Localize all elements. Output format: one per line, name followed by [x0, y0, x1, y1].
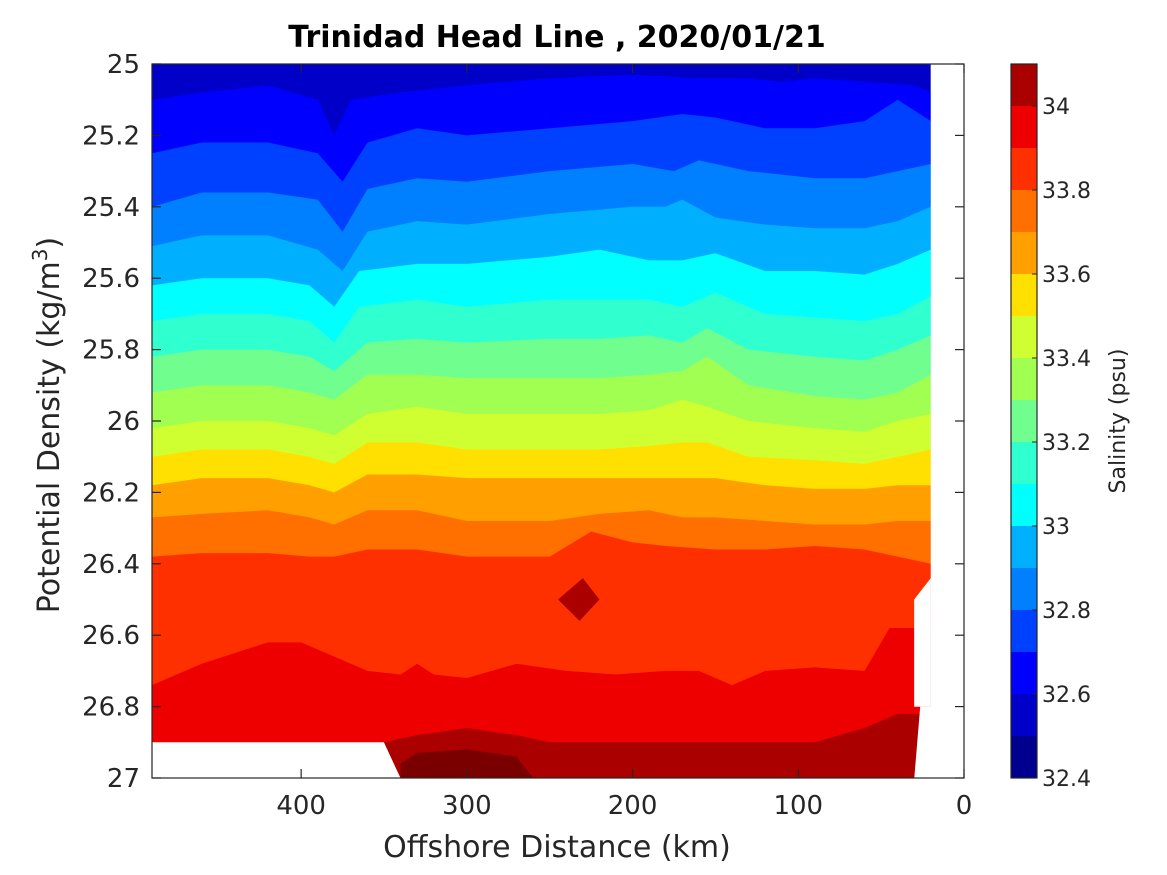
colorbar-tick-label: 32.8: [1042, 599, 1091, 624]
chart-title: Trinidad Head Line , 2020/01/21: [288, 20, 825, 55]
y-tick-label: 25.2: [82, 121, 140, 151]
y-tick-label: 25.6: [82, 264, 140, 294]
contour-fill: [152, 64, 964, 778]
y-tick-label: 26.2: [82, 478, 140, 508]
colorbar-swatch: [1011, 568, 1037, 610]
contour-blob: [558, 578, 600, 621]
colorbar-swatch: [1011, 274, 1037, 316]
colorbar-swatch: [1011, 190, 1037, 232]
y-tick-label: 26.4: [82, 550, 140, 580]
colorbar-swatch: [1011, 484, 1037, 526]
y-tick-label: 26.6: [82, 621, 140, 651]
y-tick-label: 27: [107, 764, 140, 794]
x-tick-label: 300: [442, 791, 492, 821]
colorbar-tick-label: 33.4: [1042, 347, 1091, 372]
colorbar-label: Salinity (psu): [1106, 349, 1131, 494]
colorbar-tick-label: 33: [1042, 515, 1070, 540]
colorbar-swatch: [1011, 148, 1037, 190]
contour-band: [400, 749, 534, 778]
colorbar-tick-label: 32.4: [1042, 767, 1091, 792]
x-tick-label: 0: [956, 791, 973, 821]
y-axis-label-main: Potential Density (kg/m: [32, 261, 67, 613]
y-tick-label: 25.4: [82, 193, 140, 223]
y-tick-label: 25.8: [82, 336, 140, 366]
y-axis: 25 25.2 25.4 25.6 25.8 26 26.2 26.4 26.6 26.8 27: [82, 50, 964, 794]
y-tick-label: 26: [107, 407, 140, 437]
colorbar-tick-label: 33.6: [1042, 263, 1091, 288]
colorbar-frame: [1010, 63, 1038, 779]
contour-band: [152, 628, 931, 778]
x-axis-label: Offshore Distance (km): [383, 830, 731, 865]
colorbar-swatch: [1011, 232, 1037, 274]
colorbar-swatch: [1011, 526, 1037, 568]
x-tick-label: 400: [276, 791, 326, 821]
colorbar-swatch: [1011, 736, 1037, 778]
colorbar-tick-label: 33.2: [1042, 431, 1091, 456]
y-axis-label-close: ): [32, 237, 67, 249]
colorbar-swatch: [1011, 64, 1037, 106]
y-axis-label-sup: 3: [28, 248, 52, 261]
colorbar-swatch: [1011, 694, 1037, 736]
colorbar-swatch: [1011, 610, 1037, 652]
colorbar-swatch: [1011, 106, 1037, 148]
colorbar-swatch: [1011, 652, 1037, 694]
colorbar-tick-label: 34: [1042, 95, 1070, 120]
colorbar-tick-label: 33.8: [1042, 179, 1091, 204]
colorbar-swatch: [1011, 400, 1037, 442]
x-axis: 400 300 200 100 0: [276, 64, 972, 821]
colorbar: [1011, 64, 1037, 778]
colorbar-ticks: 32.4 32.6 32.8 33 33.2 33.4 33.6 33.8 34: [1032, 95, 1091, 792]
colorbar-swatch: [1011, 316, 1037, 358]
y-tick-label: 25: [107, 50, 140, 80]
colorbar-tick-label: 32.6: [1042, 683, 1091, 708]
x-tick-label: 100: [773, 791, 823, 821]
y-tick-label: 26.8: [82, 693, 140, 723]
no-data-mask: [914, 578, 931, 707]
colorbar-swatch: [1011, 358, 1037, 400]
y-axis-label: Potential Density (kg/m3): [28, 237, 67, 613]
colorbar-swatch: [1011, 442, 1037, 484]
x-tick-label: 200: [608, 791, 658, 821]
